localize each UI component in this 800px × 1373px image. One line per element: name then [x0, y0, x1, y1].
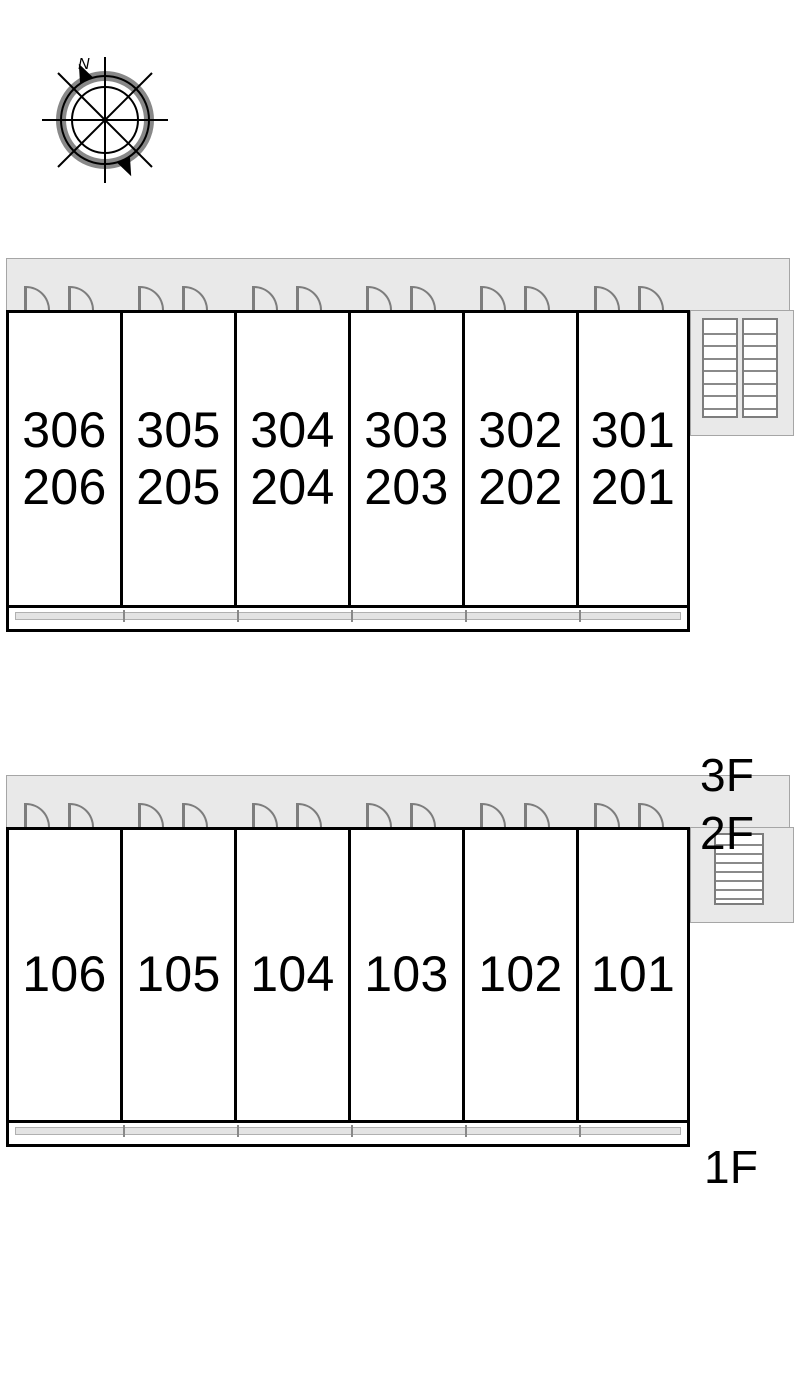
door-icon: [68, 278, 88, 312]
unit-number: 204: [250, 459, 334, 517]
unit-number: 303: [364, 402, 448, 460]
corridor-upper: [6, 258, 790, 312]
floorplan-canvas: N 306206305205304204303203302202301201 1…: [0, 0, 800, 1373]
unit-cell: 306206: [6, 310, 120, 608]
unit-cell: 105: [120, 827, 234, 1123]
door-icon: [480, 278, 500, 312]
unit-number: 201: [591, 459, 675, 517]
balcony-upper: [6, 608, 690, 632]
unit-number: 302: [478, 402, 562, 460]
door-icon: [296, 278, 316, 312]
unit-cell: 301201: [576, 310, 690, 608]
unit-cell: 304204: [234, 310, 348, 608]
unit-number: 101: [591, 946, 675, 1004]
balcony-lower: [6, 1123, 690, 1147]
door-icon: [594, 278, 614, 312]
unit-number: 104: [250, 946, 334, 1004]
unit-cell: 104: [234, 827, 348, 1123]
door-icon: [24, 795, 44, 829]
door-icon: [296, 795, 316, 829]
unit-number: 306: [22, 402, 106, 460]
unit-cell: 101: [576, 827, 690, 1123]
door-icon: [366, 795, 386, 829]
door-icon: [480, 795, 500, 829]
unit-number: 103: [364, 946, 448, 1004]
unit-cell: 303203: [348, 310, 462, 608]
door-icon: [638, 795, 658, 829]
unit-cell: 302202: [462, 310, 576, 608]
door-icon: [252, 278, 272, 312]
door-icon: [182, 795, 202, 829]
units-lower: 106 105 104 103 102 101: [6, 827, 690, 1123]
unit-number: 202: [478, 459, 562, 517]
door-icon: [182, 278, 202, 312]
corridor-lower: [6, 775, 790, 829]
units-upper: 306206305205304204303203302202301201: [6, 310, 690, 608]
door-icon: [410, 795, 430, 829]
door-icon: [68, 795, 88, 829]
door-icon: [638, 278, 658, 312]
unit-cell: 106: [6, 827, 120, 1123]
unit-cell: 103: [348, 827, 462, 1123]
unit-number: 305: [136, 402, 220, 460]
door-icon: [138, 795, 158, 829]
unit-number: 304: [250, 402, 334, 460]
floor-label: 2F: [700, 806, 754, 860]
door-icon: [24, 278, 44, 312]
door-icon: [138, 278, 158, 312]
door-icon: [524, 795, 544, 829]
unit-number: 102: [478, 946, 562, 1004]
floor-label: 3F: [700, 748, 754, 802]
door-icon: [594, 795, 614, 829]
unit-cell: 305205: [120, 310, 234, 608]
unit-number: 105: [136, 946, 220, 1004]
door-icon: [252, 795, 272, 829]
door-icon: [410, 278, 430, 312]
unit-number: 205: [136, 459, 220, 517]
door-icon: [524, 278, 544, 312]
svg-text:N: N: [78, 56, 90, 73]
door-icon: [366, 278, 386, 312]
unit-number: 206: [22, 459, 106, 517]
compass-icon: N: [40, 55, 170, 190]
unit-number: 203: [364, 459, 448, 517]
floor-label: 1F: [704, 1140, 758, 1194]
unit-number: 301: [591, 402, 675, 460]
unit-number: 106: [22, 946, 106, 1004]
unit-cell: 102: [462, 827, 576, 1123]
